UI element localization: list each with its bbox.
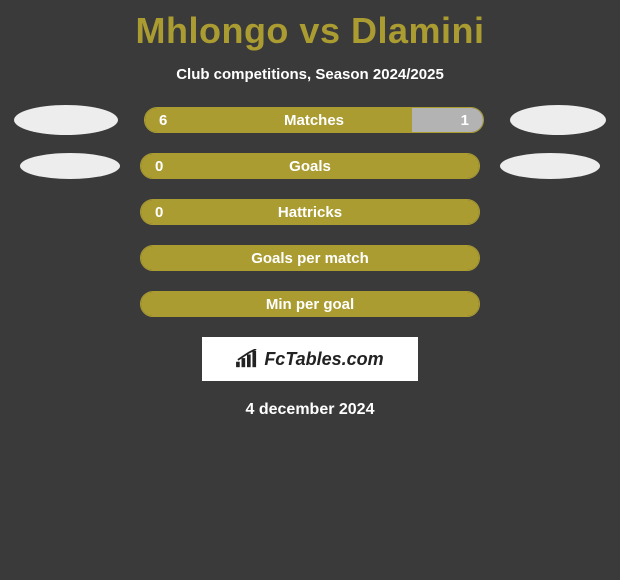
stat-bar: Min per goal (140, 291, 480, 317)
player-right-badge (510, 105, 606, 135)
stat-label: Goals (141, 154, 479, 179)
player-left-badge (20, 153, 120, 179)
stat-row: Matches6 1 (0, 107, 620, 133)
stat-value-left: 0 (155, 154, 163, 179)
stat-row: Min per goal (0, 291, 620, 317)
stat-value-left: 6 (159, 108, 167, 133)
stat-bar: Goals0 (140, 153, 480, 179)
stat-value-right: 1 (461, 108, 469, 133)
date-text: 4 december 2024 (0, 401, 620, 419)
page-title: Mhlongo vs Dlamini (0, 0, 620, 52)
stat-bar: Matches6 1 (144, 107, 484, 133)
stat-bar: Goals per match (140, 245, 480, 271)
player-right-badge (500, 153, 600, 179)
stat-label: Matches (145, 108, 483, 133)
stat-row: Goals per match (0, 245, 620, 271)
player-left-badge (14, 105, 118, 135)
subtitle: Club competitions, Season 2024/2025 (0, 66, 620, 83)
logo-text: FcTables.com (264, 349, 383, 370)
stat-label: Min per goal (141, 292, 479, 317)
stats-container: Matches61Goals0Hattricks0Goals per match… (0, 107, 620, 317)
stat-row: Goals0 (0, 153, 620, 179)
stat-bar: Hattricks0 (140, 199, 480, 225)
stat-row: Hattricks0 (0, 199, 620, 225)
stat-value-left: 0 (155, 200, 163, 225)
stat-label: Goals per match (141, 246, 479, 271)
chart-icon (236, 349, 258, 369)
stat-label: Hattricks (141, 200, 479, 225)
logo-box: FcTables.com (202, 337, 418, 381)
